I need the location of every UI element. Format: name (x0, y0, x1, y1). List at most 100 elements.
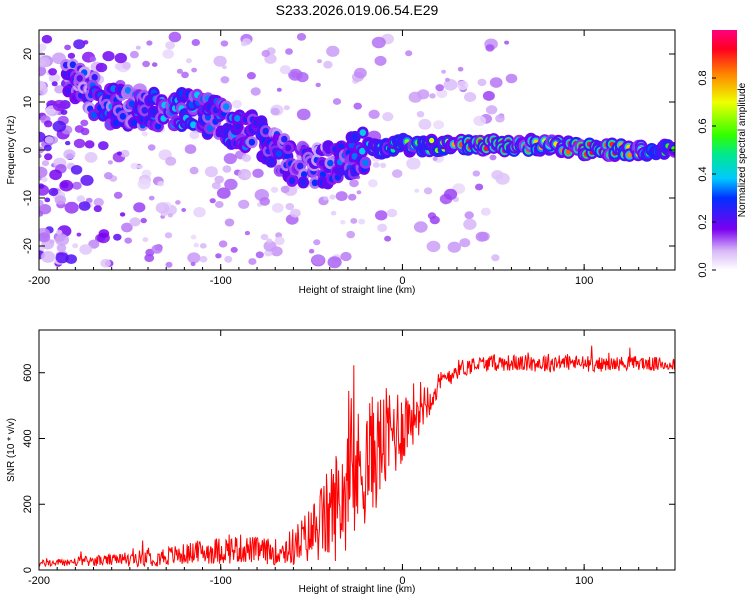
heatmap-noise-cell (340, 251, 352, 262)
heatmap-noise-cell (49, 239, 55, 244)
heatmap-noise-cell (64, 44, 71, 51)
heatmap-noise-cell (78, 201, 91, 211)
heatmap-noise-cell (146, 40, 153, 46)
heatmap-noise-cell (416, 111, 425, 118)
heatmap-noise-cell (41, 176, 48, 183)
heatmap-noise-cell (279, 65, 291, 75)
heatmap-noise-cell (280, 185, 290, 194)
heatmap-noise-cell (39, 232, 51, 243)
heatmap-noise-cell (433, 120, 445, 130)
heatmap-noise-cell (477, 78, 487, 87)
heatmap-noise-cell (48, 73, 61, 83)
heatmap-ridge-cell (288, 177, 296, 185)
heatmap-ridge-cell (124, 87, 132, 94)
heatmap-ridge-cell (300, 179, 307, 186)
heatmap-noise-cell (271, 203, 284, 213)
heatmap-ridge-cell (297, 162, 304, 170)
heatmap-noise-cell (495, 114, 505, 123)
heatmap-noise-cell (65, 140, 71, 146)
x-tick-label: 100 (575, 575, 593, 587)
heatmap-noise-cell (114, 52, 128, 64)
heatmap-noise-cell (327, 256, 342, 269)
colorbar-ticks: 0.0 0.2 0.4 0.6 0.8 (697, 70, 716, 278)
heatmap-noise-cell (100, 258, 111, 268)
heatmap-noise-cell (44, 153, 53, 161)
heatmap-noise-cell (52, 120, 67, 133)
heatmap-noise-cell (238, 199, 250, 209)
heatmap-noise-cell (184, 144, 197, 155)
heatmap-noise-cell (98, 229, 110, 238)
heatmap-noise-cell (204, 166, 218, 178)
heatmap-noise-cell (162, 49, 174, 59)
heatmap-noise-cell (215, 253, 222, 259)
heatmap-noise-cell (246, 72, 256, 80)
heatmap-noise-cell (151, 62, 158, 67)
heatmap-noise-cell (482, 90, 495, 101)
heatmap-ridge-cell (351, 133, 359, 141)
heatmap-noise-cell (142, 60, 151, 68)
heatmap-noise-cell (49, 169, 62, 181)
colorbar-tick-label: 0.0 (697, 262, 709, 277)
heatmap-noise-cell (39, 210, 44, 217)
heatmap-ridge-cell (429, 137, 435, 144)
heatmap-noise-cell (44, 136, 54, 144)
heatmap-noise-cell (296, 72, 309, 83)
heatmap-noise-cell (266, 238, 273, 244)
heatmap-noise-cell (335, 191, 348, 202)
heatmap-ridge-cell (319, 171, 327, 179)
heatmap-noise-cell (181, 71, 189, 79)
heatmap-noise-cell (285, 203, 295, 211)
heatmap-noise-cell (104, 172, 113, 180)
heatmap-noise-cell (190, 261, 196, 267)
heatmap-noise-cell (332, 98, 342, 105)
heatmap-noise-cell (387, 208, 398, 218)
heatmap-noise-cell (41, 34, 53, 44)
snr-x-label: Height of straight line (km) (299, 584, 416, 595)
snr-y-label: SNR (10 * v/v) (6, 418, 17, 482)
heatmap-noise-cell (60, 109, 68, 115)
heatmap-ridge-cell (327, 159, 334, 167)
heatmap-ridge-cell (90, 111, 98, 119)
colorbar-tick-label: 0.4 (697, 166, 709, 181)
heatmap-ridge-cell (234, 123, 241, 130)
heatmap-noise-cell (418, 118, 432, 130)
heatmap-noise-cell (167, 213, 173, 218)
heatmap-noise-cell (129, 50, 139, 59)
heatmap-noise-cell (39, 56, 51, 68)
colorbar-tick-label: 0.8 (697, 70, 709, 85)
heatmap-noise-cell (323, 60, 333, 69)
x-tick-label: -100 (210, 575, 232, 587)
x-tick-label: -100 (210, 275, 232, 287)
heatmap-noise-cell (330, 210, 337, 216)
heatmap-noise-cell (261, 49, 271, 58)
heatmap-noise-cell (215, 201, 224, 208)
heatmap-noise-cell (168, 31, 182, 43)
heatmap-noise-cell (117, 151, 122, 156)
heatmap-noise-cell (464, 211, 474, 220)
heatmap-noise-cell (380, 162, 387, 168)
heatmap-noise-cell (255, 251, 264, 259)
heatmap-noise-cell (144, 254, 155, 262)
colorbar: 0.0 0.2 0.4 0.6 0.8 Normalized spectral ampl… (697, 30, 748, 278)
heatmap-noise-cell (113, 191, 123, 199)
heatmap-noise-cell (248, 258, 257, 265)
spectrogram-frame (38, 29, 676, 271)
heatmap-noise-cell (463, 218, 477, 230)
heatmap-noise-cell (52, 99, 67, 112)
heatmap-noise-cell (189, 166, 199, 175)
heatmap-noise-cell (447, 241, 461, 253)
heatmap-noise-cell (64, 201, 79, 214)
heatmap-noise-cell (120, 149, 130, 158)
heatmap-noise-cell (73, 138, 86, 149)
heatmap-noise-cell (316, 59, 323, 64)
heatmap-noise-cell (464, 92, 477, 102)
heatmap-noise-cell (121, 222, 133, 233)
y-tick-label: 10 (22, 96, 34, 108)
heatmap-noise-cell (459, 238, 471, 248)
snr-panel: -200 -100 0 100 0 200 400 600 Height of straig… (6, 329, 676, 595)
heatmap-noise-cell (377, 223, 388, 232)
heatmap-noise-cell (121, 61, 131, 70)
heatmap-noise-cell (41, 251, 56, 263)
heatmap-noise-cell (472, 170, 480, 177)
heatmap-ridge-cell (565, 149, 571, 155)
